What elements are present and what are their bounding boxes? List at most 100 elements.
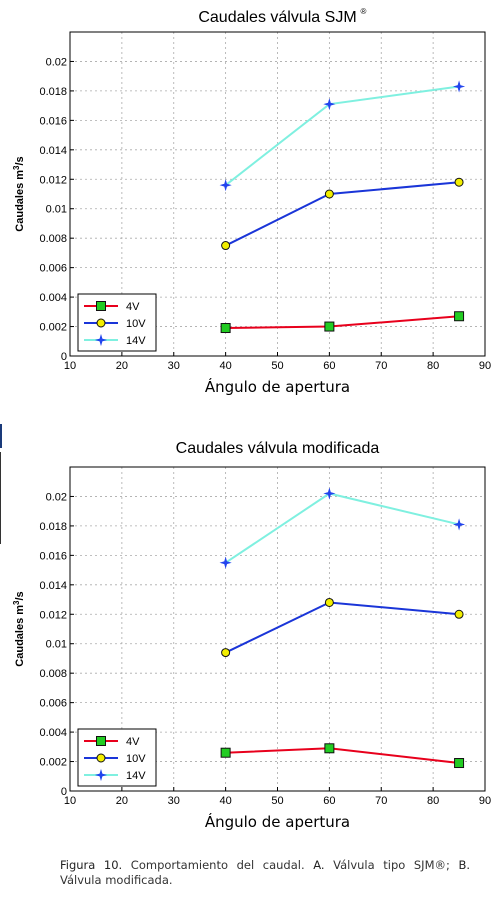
series-4V — [220, 311, 465, 334]
y-axis-label: Caudales m3/s — [12, 156, 26, 231]
data-point-14V — [452, 518, 466, 531]
y-axis-label-main: Caudales m — [14, 170, 26, 232]
x-axis-label: Ángulo de apertura — [205, 812, 350, 831]
y-tick-label: 0 — [61, 351, 67, 363]
x-tick-label: 80 — [427, 795, 439, 807]
data-point-14V — [452, 80, 466, 93]
y-tick-label: 0.014 — [39, 145, 67, 157]
left-edge-mark-bottom — [0, 452, 1, 544]
x-tick-label: 30 — [168, 795, 180, 807]
legend-label-4V: 4V — [126, 301, 140, 313]
y-tick-label: 0.006 — [39, 698, 67, 710]
x-tick-label: 60 — [323, 360, 335, 372]
x-tick-label: 70 — [375, 360, 387, 372]
legend-marker-4V — [96, 301, 106, 311]
series-10V — [221, 597, 464, 658]
chart-title: Caudales válvula SJM — [198, 9, 356, 26]
y-tick-label: 0.002 — [39, 757, 67, 769]
y-tick-label: 0.01 — [46, 204, 67, 216]
legend-label-14V: 14V — [126, 770, 146, 782]
chart-title: Caudales válvula modificada — [176, 440, 380, 457]
caption-text-1: Comportamiento del caudal. — [122, 858, 314, 872]
y-tick-label: 0.006 — [39, 263, 67, 275]
caption-b: B. — [458, 858, 471, 872]
y-axis-label: Caudales m3/s — [12, 591, 26, 666]
x-tick-label: 10 — [64, 795, 76, 807]
legend-label-10V: 10V — [126, 753, 146, 765]
data-point-4V — [324, 321, 335, 332]
y-axis-label-sup: 3 — [12, 165, 21, 170]
y-tick-label: 0.012 — [39, 609, 67, 621]
x-tick-label: 50 — [271, 795, 283, 807]
y-axis-label-main: Caudales m — [14, 605, 26, 667]
chart-title-superscript: ® — [361, 7, 367, 16]
x-tick-label: 20 — [116, 795, 128, 807]
caption-a: A. — [313, 858, 325, 872]
series-14V — [219, 80, 466, 192]
x-tick-label: 80 — [427, 360, 439, 372]
x-tick-label: 10 — [64, 360, 76, 372]
y-tick-label: 0.018 — [39, 86, 67, 98]
data-point-10V — [221, 241, 231, 251]
y-tick-label: 0.008 — [39, 233, 67, 245]
y-axis-label-suffix: /s — [14, 591, 26, 600]
left-edge-mark-top — [0, 424, 2, 448]
y-axis-label-sup: 3 — [12, 600, 21, 605]
x-tick-label: 90 — [479, 360, 491, 372]
data-point-4V — [454, 311, 465, 322]
y-tick-label: 0.012 — [39, 174, 67, 186]
y-tick-label: 0.004 — [39, 727, 67, 739]
data-point-4V — [220, 323, 231, 334]
data-point-4V — [324, 743, 335, 754]
y-axis-label-suffix: /s — [14, 156, 26, 165]
legend: 4V 10V 14V — [77, 728, 157, 787]
y-tick-label: 0 — [61, 786, 67, 798]
x-tick-label: 20 — [116, 360, 128, 372]
figure-caption: Figura 10. Comportamiento del caudal. A.… — [60, 858, 470, 888]
y-tick-label: 0.002 — [39, 322, 67, 334]
y-tick-label: 0.02 — [46, 491, 67, 503]
x-tick-label: 40 — [220, 795, 232, 807]
x-tick-label: 90 — [479, 795, 491, 807]
legend-label-4V: 4V — [126, 736, 140, 748]
y-tick-label: 0.016 — [39, 550, 67, 562]
legend-label-14V: 14V — [126, 335, 146, 347]
legend-marker-10V — [96, 753, 106, 763]
data-point-10V — [221, 648, 231, 658]
y-tick-label: 0.004 — [39, 292, 67, 304]
data-point-10V — [324, 189, 334, 199]
x-tick-label: 50 — [271, 360, 283, 372]
legend-marker-14V — [94, 333, 108, 347]
series-4V — [220, 743, 465, 769]
y-tick-label: 0.008 — [39, 668, 67, 680]
data-point-14V — [219, 179, 232, 192]
y-tick-label: 0.02 — [46, 56, 67, 68]
grid-lines — [70, 32, 485, 356]
data-point-10V — [454, 609, 464, 619]
y-tick-label: 0.016 — [39, 115, 67, 127]
data-point-10V — [324, 597, 334, 607]
x-tick-label: 30 — [168, 360, 180, 372]
caption-text-2: Válvula tipo SJM®; — [324, 858, 459, 872]
legend-label-10V: 10V — [126, 318, 146, 330]
data-point-10V — [454, 177, 464, 187]
data-point-14V — [219, 556, 232, 569]
y-tick-label: 0.014 — [39, 580, 67, 592]
data-point-4V — [454, 758, 465, 769]
x-tick-label: 70 — [375, 795, 387, 807]
x-tick-label: 40 — [220, 360, 232, 372]
data-point-14V — [323, 98, 336, 111]
caption-text-3: Válvula modificada. — [60, 873, 173, 887]
chart-valvula-sjm: Caudales válvula SJM ®10 20 30 40 50 60 70 80 900… — [12, 7, 491, 396]
caption-label: Figura 10. — [60, 858, 123, 872]
series-10V — [221, 177, 464, 251]
legend-marker-14V — [94, 768, 108, 782]
x-tick-label: 60 — [323, 795, 335, 807]
y-tick-label: 0.018 — [39, 521, 67, 533]
legend-marker-4V — [96, 736, 106, 746]
legend-marker-10V — [96, 318, 106, 328]
series-14V — [219, 487, 466, 569]
y-tick-label: 0.01 — [46, 639, 67, 651]
legend: 4V 10V 14V — [77, 293, 157, 352]
